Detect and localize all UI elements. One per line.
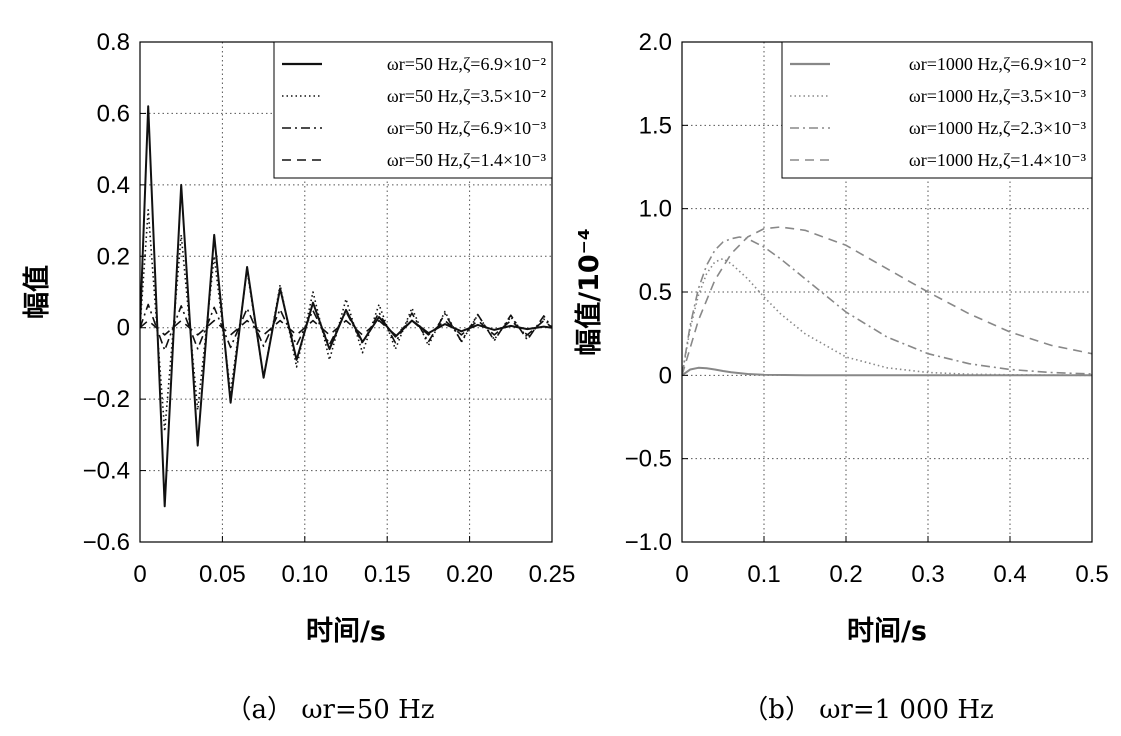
y-tick-label: 1.5	[639, 112, 672, 139]
series-line-1	[682, 366, 1092, 377]
panel-b-y-ticks: 2.0 1.5 1.0 0.5 0 −0.5 −1.0	[625, 29, 688, 556]
panel-a-x-ticks: 0 0.05 0.10 0.15 0.20 0.25	[133, 536, 575, 588]
y-tick-label: 0.2	[97, 243, 130, 270]
x-tick-label: 0.15	[364, 561, 411, 588]
y-tick-label: 1.0	[639, 196, 672, 223]
legend-label-1: ωr=50 Hz,ζ=6.9×10⁻²	[387, 54, 546, 74]
panel-b-x-ticks: 0 0.1 0.2 0.3 0.4 0.5	[675, 536, 1109, 588]
x-tick-label: 0.25	[529, 561, 576, 588]
x-tick-label: 0.05	[199, 561, 246, 588]
y-tick-label: −0.2	[83, 386, 130, 413]
panel-a-series	[140, 105, 552, 508]
panel-b-legend-box	[781, 41, 1093, 179]
x-tick-label: 0.1	[747, 561, 780, 588]
series-line-4	[140, 319, 552, 336]
panel-a-caption: （a） ωr=50 Hz	[226, 695, 435, 725]
series-line-4	[682, 226, 1092, 376]
panel-a-chart: 0 0.05 0.10 0.15 0.20 0.25 0.80.60.40.20−0.2−…	[22, 29, 575, 725]
legend-label-1: ωr=1000 Hz,ζ=6.9×10⁻²	[909, 54, 1086, 74]
x-tick-label: 0	[133, 561, 146, 588]
legend-label-2: ωr=50 Hz,ζ=3.5×10⁻²	[387, 86, 546, 106]
y-tick-label: 0.6	[97, 100, 130, 127]
panel-b-legend: ωr=1000 Hz,ζ=6.9×10⁻² ωr=1000 Hz,ζ=3.5×10…	[781, 41, 1093, 179]
x-tick-label: 0.20	[446, 561, 493, 588]
panel-b-chart: 0 0.1 0.2 0.3 0.4 0.5 2.0 1.5 1.0 0.5 0 −0.5 −1.0 时…	[574, 29, 1109, 725]
y-tick-label: −0.5	[625, 446, 672, 473]
panel-b-x-axis-label: 时间/s	[847, 616, 927, 647]
y-tick-label: 0.5	[639, 279, 672, 306]
series-line-3	[682, 236, 1092, 376]
legend-label-2: ωr=1000 Hz,ζ=3.5×10⁻³	[909, 86, 1087, 106]
series-line-3	[140, 303, 552, 352]
panel-a-y-axis-label: 幅值	[22, 265, 53, 319]
panel-b-series	[682, 226, 1092, 377]
legend-label-4: ωr=50 Hz,ζ=1.4×10⁻³	[387, 150, 547, 170]
legend-label-3: ωr=1000 Hz,ζ=2.3×10⁻³	[909, 118, 1087, 138]
panel-b-y-axis-label: 幅值/10⁻⁴	[574, 228, 605, 356]
y-tick-label: 0	[117, 315, 130, 342]
x-tick-label: 0.5	[1075, 561, 1108, 588]
y-tick-label: 2.0	[639, 29, 672, 56]
legend-label-3: ωr=50 Hz,ζ=6.9×10⁻³	[387, 118, 547, 138]
panel-a-y-ticks: 0.8 0.6 0.4 0.2 0 −0.2 −0.4 −0.6	[83, 29, 146, 556]
y-tick-label: 0.8	[97, 29, 130, 56]
x-tick-label: 0.2	[829, 561, 862, 588]
series-line-2	[682, 257, 1092, 377]
x-tick-label: 0.3	[911, 561, 944, 588]
panel-b-caption: （b） ωr=1 000 Hz	[742, 695, 993, 725]
y-tick-label: −0.4	[83, 458, 130, 485]
x-tick-label: 0	[675, 561, 688, 588]
panel-a-legend: ωr=50 Hz,ζ=6.9×10⁻² ωr=50 Hz,ζ=3.5×10⁻² ωr…	[273, 41, 553, 179]
legend-label-4: ωr=1000 Hz,ζ=1.4×10⁻³	[909, 150, 1087, 170]
y-tick-label: 0.4	[97, 172, 130, 199]
y-tick-label: −0.6	[83, 529, 130, 556]
y-tick-label: 0	[659, 362, 672, 389]
x-tick-label: 0.4	[993, 561, 1026, 588]
x-tick-label: 0.10	[281, 561, 328, 588]
series-line-1	[140, 105, 552, 508]
panel-a-x-axis-label: 时间/s	[306, 616, 386, 647]
y-tick-label: −1.0	[625, 529, 672, 556]
